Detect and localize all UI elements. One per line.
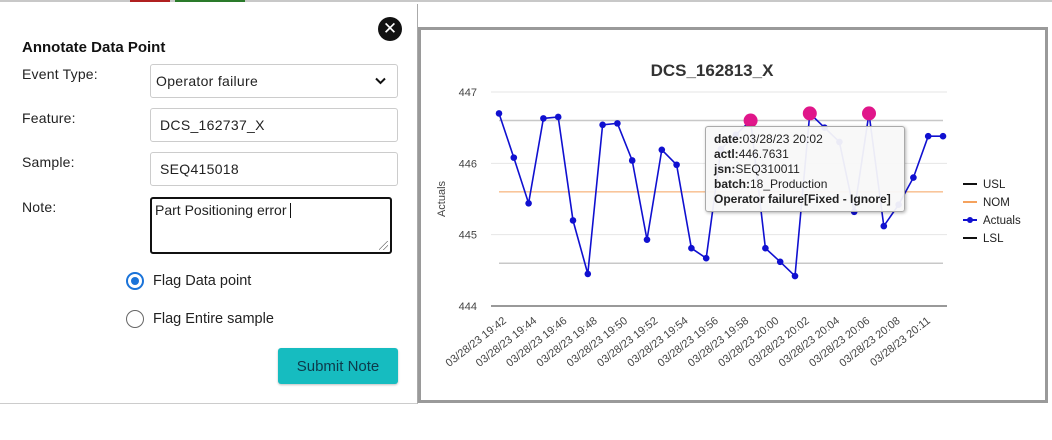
data-point <box>910 174 917 181</box>
background-accent-red <box>130 0 170 2</box>
data-point <box>776 258 784 266</box>
tooltip-jsn-value: SEQ310011 <box>735 162 800 176</box>
y-axis-label: Actuals <box>436 180 448 217</box>
data-point-tooltip: date:03/28/23 20:02 actl:446.7631 jsn:SE… <box>705 126 905 212</box>
data-point <box>510 154 518 161</box>
legend-marker <box>967 217 973 223</box>
data-point <box>658 146 666 154</box>
radio-flag-entire-sample[interactable] <box>126 310 144 328</box>
data-point <box>762 244 769 252</box>
flag-entire-sample-option[interactable]: Flag Entire sample <box>126 310 274 328</box>
note-label: Note: <box>22 199 57 215</box>
tooltip-actl-value: 446.7631 <box>738 147 789 161</box>
note-text: Part Positioning error <box>155 202 287 218</box>
data-point <box>688 244 695 252</box>
tooltip-batch-label: batch: <box>714 177 750 191</box>
data-point <box>791 272 799 280</box>
data-point <box>628 157 636 164</box>
y-tick-label: 445 <box>459 230 477 242</box>
tooltip-date-label: date: <box>714 132 743 146</box>
legend-label: Actuals <box>983 215 1021 227</box>
background-top-strip <box>0 0 1052 2</box>
text-caret <box>289 203 291 218</box>
flagged-data-point <box>802 106 817 121</box>
y-tick-label: 447 <box>459 87 477 99</box>
tooltip-jsn-label: jsn: <box>714 162 736 176</box>
flag-entire-sample-label: Flag Entire sample <box>153 311 274 327</box>
data-point <box>540 115 547 122</box>
data-point <box>880 222 888 230</box>
radio-flag-data-point[interactable] <box>126 272 144 290</box>
y-tick-label: 446 <box>459 158 477 170</box>
flagged-data-point <box>743 113 758 128</box>
data-point <box>525 199 532 207</box>
flagged-data-point <box>862 106 876 121</box>
event-type-label: Event Type: <box>22 66 98 82</box>
data-point <box>939 132 947 140</box>
data-point <box>643 236 651 243</box>
annotate-modal: Annotate Data Point ✕ Event Type: Operat… <box>0 4 418 404</box>
chevron-down-icon <box>375 74 388 89</box>
flag-data-point-label: Flag Data point <box>153 273 252 289</box>
data-point <box>599 121 606 129</box>
background-accent-green <box>175 0 245 2</box>
feature-field[interactable]: DCS_162737_X <box>150 108 398 142</box>
chart-panel: DCS_162813_X 444 445 446 447 Actuals 03/28/23 … <box>418 27 1048 403</box>
data-point <box>554 113 562 121</box>
data-point <box>924 132 932 140</box>
event-type-select[interactable]: Operator failure <box>150 64 398 98</box>
modal-title: Annotate Data Point <box>22 39 166 56</box>
note-textarea[interactable]: Part Positioning error <box>150 197 392 254</box>
data-point <box>584 270 592 278</box>
data-point <box>673 161 680 169</box>
submit-note-button[interactable]: Submit Note <box>278 348 398 384</box>
legend-label: LSL <box>983 233 1004 245</box>
legend-label: USL <box>983 179 1006 191</box>
tooltip-batch-value: 18_Production <box>750 177 828 191</box>
resize-grip-icon[interactable] <box>379 241 388 250</box>
data-point <box>702 254 710 262</box>
tooltip-status: Operator failure[Fixed - Ignore] <box>714 192 891 206</box>
close-icon[interactable]: ✕ <box>378 17 402 41</box>
chart-title: DCS_162813_X <box>651 61 775 80</box>
tooltip-date-value: 03/28/23 20:02 <box>742 132 823 146</box>
sample-label: Sample: <box>22 154 75 170</box>
sample-field[interactable]: SEQ415018 <box>150 152 398 186</box>
data-point <box>569 217 577 224</box>
data-point <box>495 110 503 117</box>
legend-label: NOM <box>983 197 1010 209</box>
feature-label: Feature: <box>22 110 76 126</box>
background-bottom-strip <box>0 402 1052 440</box>
data-point <box>614 120 621 127</box>
event-type-value: Operator failure <box>156 73 259 89</box>
flag-data-point-option[interactable]: Flag Data point <box>126 272 251 290</box>
control-chart: DCS_162813_X 444 445 446 447 Actuals 03/28/23 … <box>436 61 1021 370</box>
tooltip-actl-label: actl: <box>714 147 739 161</box>
y-tick-label: 444 <box>459 301 477 313</box>
